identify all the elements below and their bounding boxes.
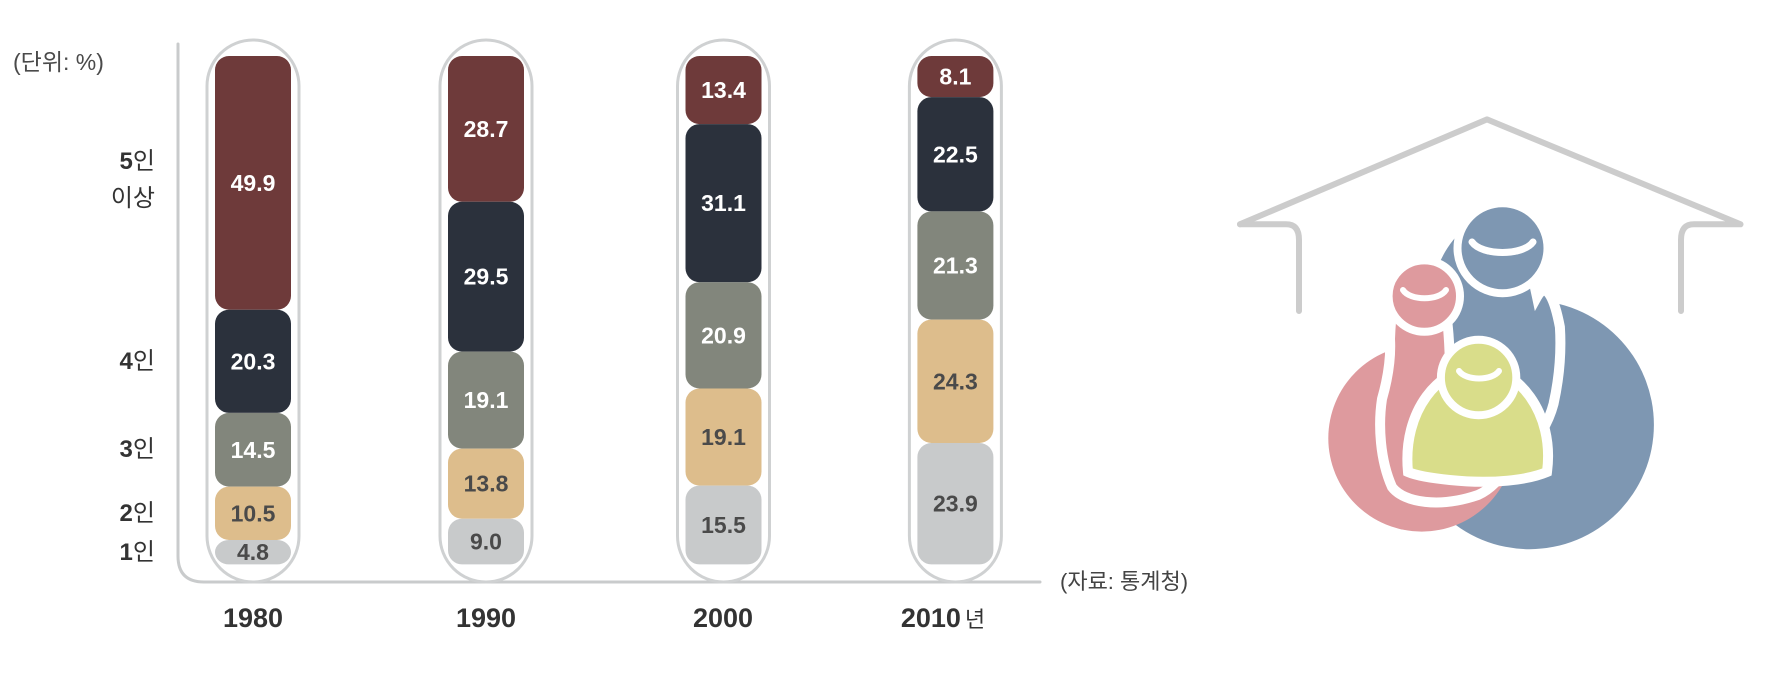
- svg-text:(자료: 통계청): (자료: 통계청): [1060, 569, 1188, 594]
- svg-text:14.5: 14.5: [231, 437, 276, 463]
- svg-text:이상: 이상: [111, 185, 155, 212]
- svg-text:15.5: 15.5: [701, 512, 746, 538]
- svg-text:5인: 5인: [120, 148, 155, 175]
- svg-text:19.1: 19.1: [464, 387, 509, 413]
- svg-text:28.7: 28.7: [464, 116, 509, 142]
- svg-text:2000: 2000: [693, 603, 753, 633]
- svg-text:23.9: 23.9: [933, 491, 978, 517]
- svg-text:1인: 1인: [120, 539, 155, 566]
- svg-text:4.8: 4.8: [237, 539, 269, 565]
- svg-text:13.4: 13.4: [701, 77, 746, 103]
- svg-text:20.3: 20.3: [231, 348, 276, 374]
- svg-text:31.1: 31.1: [701, 190, 746, 216]
- svg-text:22.5: 22.5: [933, 141, 978, 167]
- svg-text:19.1: 19.1: [701, 424, 746, 450]
- svg-text:(단위: %): (단위: %): [13, 49, 104, 75]
- svg-text:13.8: 13.8: [464, 471, 509, 497]
- svg-text:49.9: 49.9: [231, 170, 276, 196]
- svg-text:20.9: 20.9: [701, 322, 746, 348]
- svg-text:1980: 1980: [223, 603, 283, 633]
- svg-text:21.3: 21.3: [933, 253, 978, 279]
- svg-text:9.0: 9.0: [470, 529, 502, 555]
- svg-text:24.3: 24.3: [933, 368, 978, 394]
- svg-text:10.5: 10.5: [231, 500, 276, 526]
- svg-text:29.5: 29.5: [464, 264, 509, 290]
- svg-text:3인: 3인: [120, 436, 155, 463]
- svg-text:1990: 1990: [456, 603, 516, 633]
- svg-text:8.1: 8.1: [939, 64, 971, 90]
- svg-text:2인: 2인: [120, 500, 155, 527]
- svg-text:4인: 4인: [120, 348, 155, 375]
